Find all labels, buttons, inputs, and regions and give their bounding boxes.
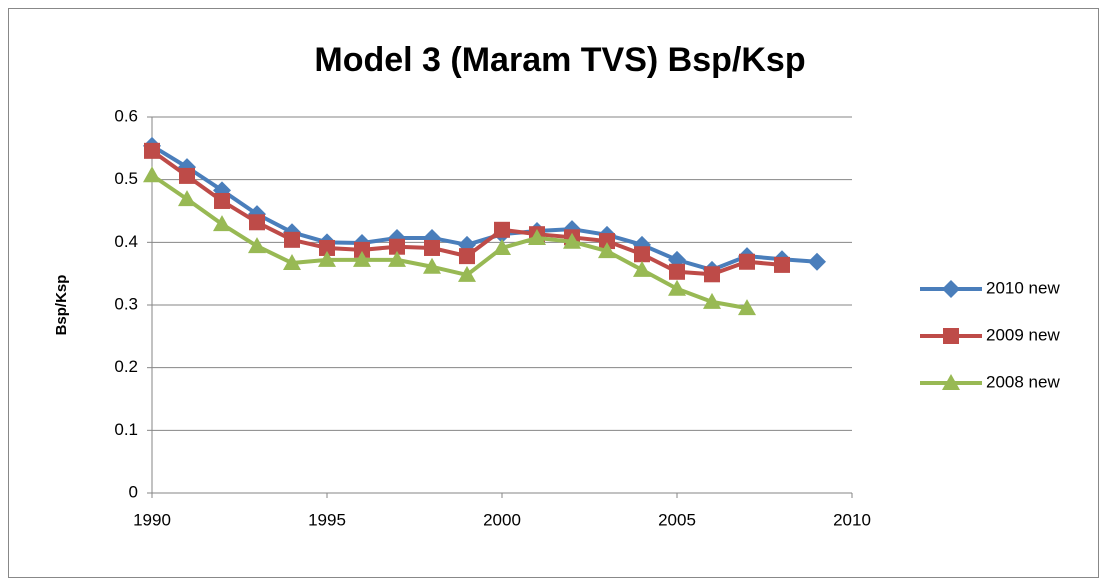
data-point bbox=[668, 279, 686, 296]
chart-title: Model 3 (Maram TVS) Bsp/Ksp bbox=[314, 41, 805, 79]
data-point bbox=[249, 214, 265, 231]
y-tick-label: 0.6 bbox=[114, 106, 138, 125]
legend-marker bbox=[942, 280, 960, 298]
x-tick-label: 2005 bbox=[658, 510, 696, 529]
legend-marker bbox=[943, 328, 959, 344]
data-point bbox=[213, 215, 231, 232]
data-point bbox=[423, 257, 441, 274]
chart-border bbox=[8, 8, 1099, 578]
y-axis-label: Bsp/Ksp bbox=[53, 275, 70, 336]
data-point bbox=[143, 166, 161, 183]
data-point bbox=[283, 254, 301, 271]
data-point bbox=[634, 246, 650, 263]
data-point bbox=[598, 242, 616, 259]
data-point bbox=[459, 248, 475, 265]
data-point bbox=[633, 260, 651, 277]
y-tick-label: 0.5 bbox=[114, 169, 138, 188]
y-tick-label: 0.3 bbox=[114, 294, 138, 313]
x-tick-label: 2000 bbox=[483, 510, 521, 529]
data-point bbox=[179, 167, 195, 184]
data-point bbox=[319, 239, 335, 256]
data-point bbox=[808, 252, 826, 271]
data-point bbox=[458, 265, 476, 282]
legend-label: 2008 new bbox=[986, 372, 1060, 391]
x-tick-label: 1995 bbox=[308, 510, 346, 529]
legend-label: 2010 new bbox=[986, 278, 1060, 297]
data-point bbox=[528, 228, 546, 245]
data-point bbox=[284, 231, 300, 248]
y-tick-label: 0.1 bbox=[114, 420, 138, 439]
y-tick-label: 0 bbox=[129, 482, 138, 501]
data-point bbox=[214, 192, 230, 209]
data-point bbox=[774, 256, 790, 273]
legend-marker bbox=[942, 374, 960, 390]
data-point bbox=[178, 190, 196, 207]
data-point bbox=[318, 250, 336, 267]
y-tick-label: 0.2 bbox=[114, 357, 138, 376]
data-point bbox=[739, 253, 755, 270]
data-point bbox=[353, 250, 371, 267]
data-point bbox=[703, 292, 721, 309]
data-point bbox=[424, 239, 440, 256]
data-point bbox=[388, 250, 406, 267]
data-point bbox=[389, 238, 405, 255]
data-point bbox=[669, 263, 685, 280]
y-tick-label: 0.4 bbox=[114, 232, 138, 251]
data-point bbox=[563, 232, 581, 249]
data-point bbox=[738, 299, 756, 316]
data-point bbox=[493, 238, 511, 255]
data-point bbox=[704, 266, 720, 283]
data-point bbox=[599, 233, 615, 250]
legend-label: 2009 new bbox=[986, 325, 1060, 344]
x-tick-label: 2010 bbox=[833, 510, 871, 529]
data-point bbox=[248, 237, 266, 254]
data-point bbox=[144, 142, 160, 159]
x-tick-label: 1990 bbox=[133, 510, 171, 529]
data-point bbox=[494, 221, 510, 238]
data-point bbox=[354, 241, 370, 258]
